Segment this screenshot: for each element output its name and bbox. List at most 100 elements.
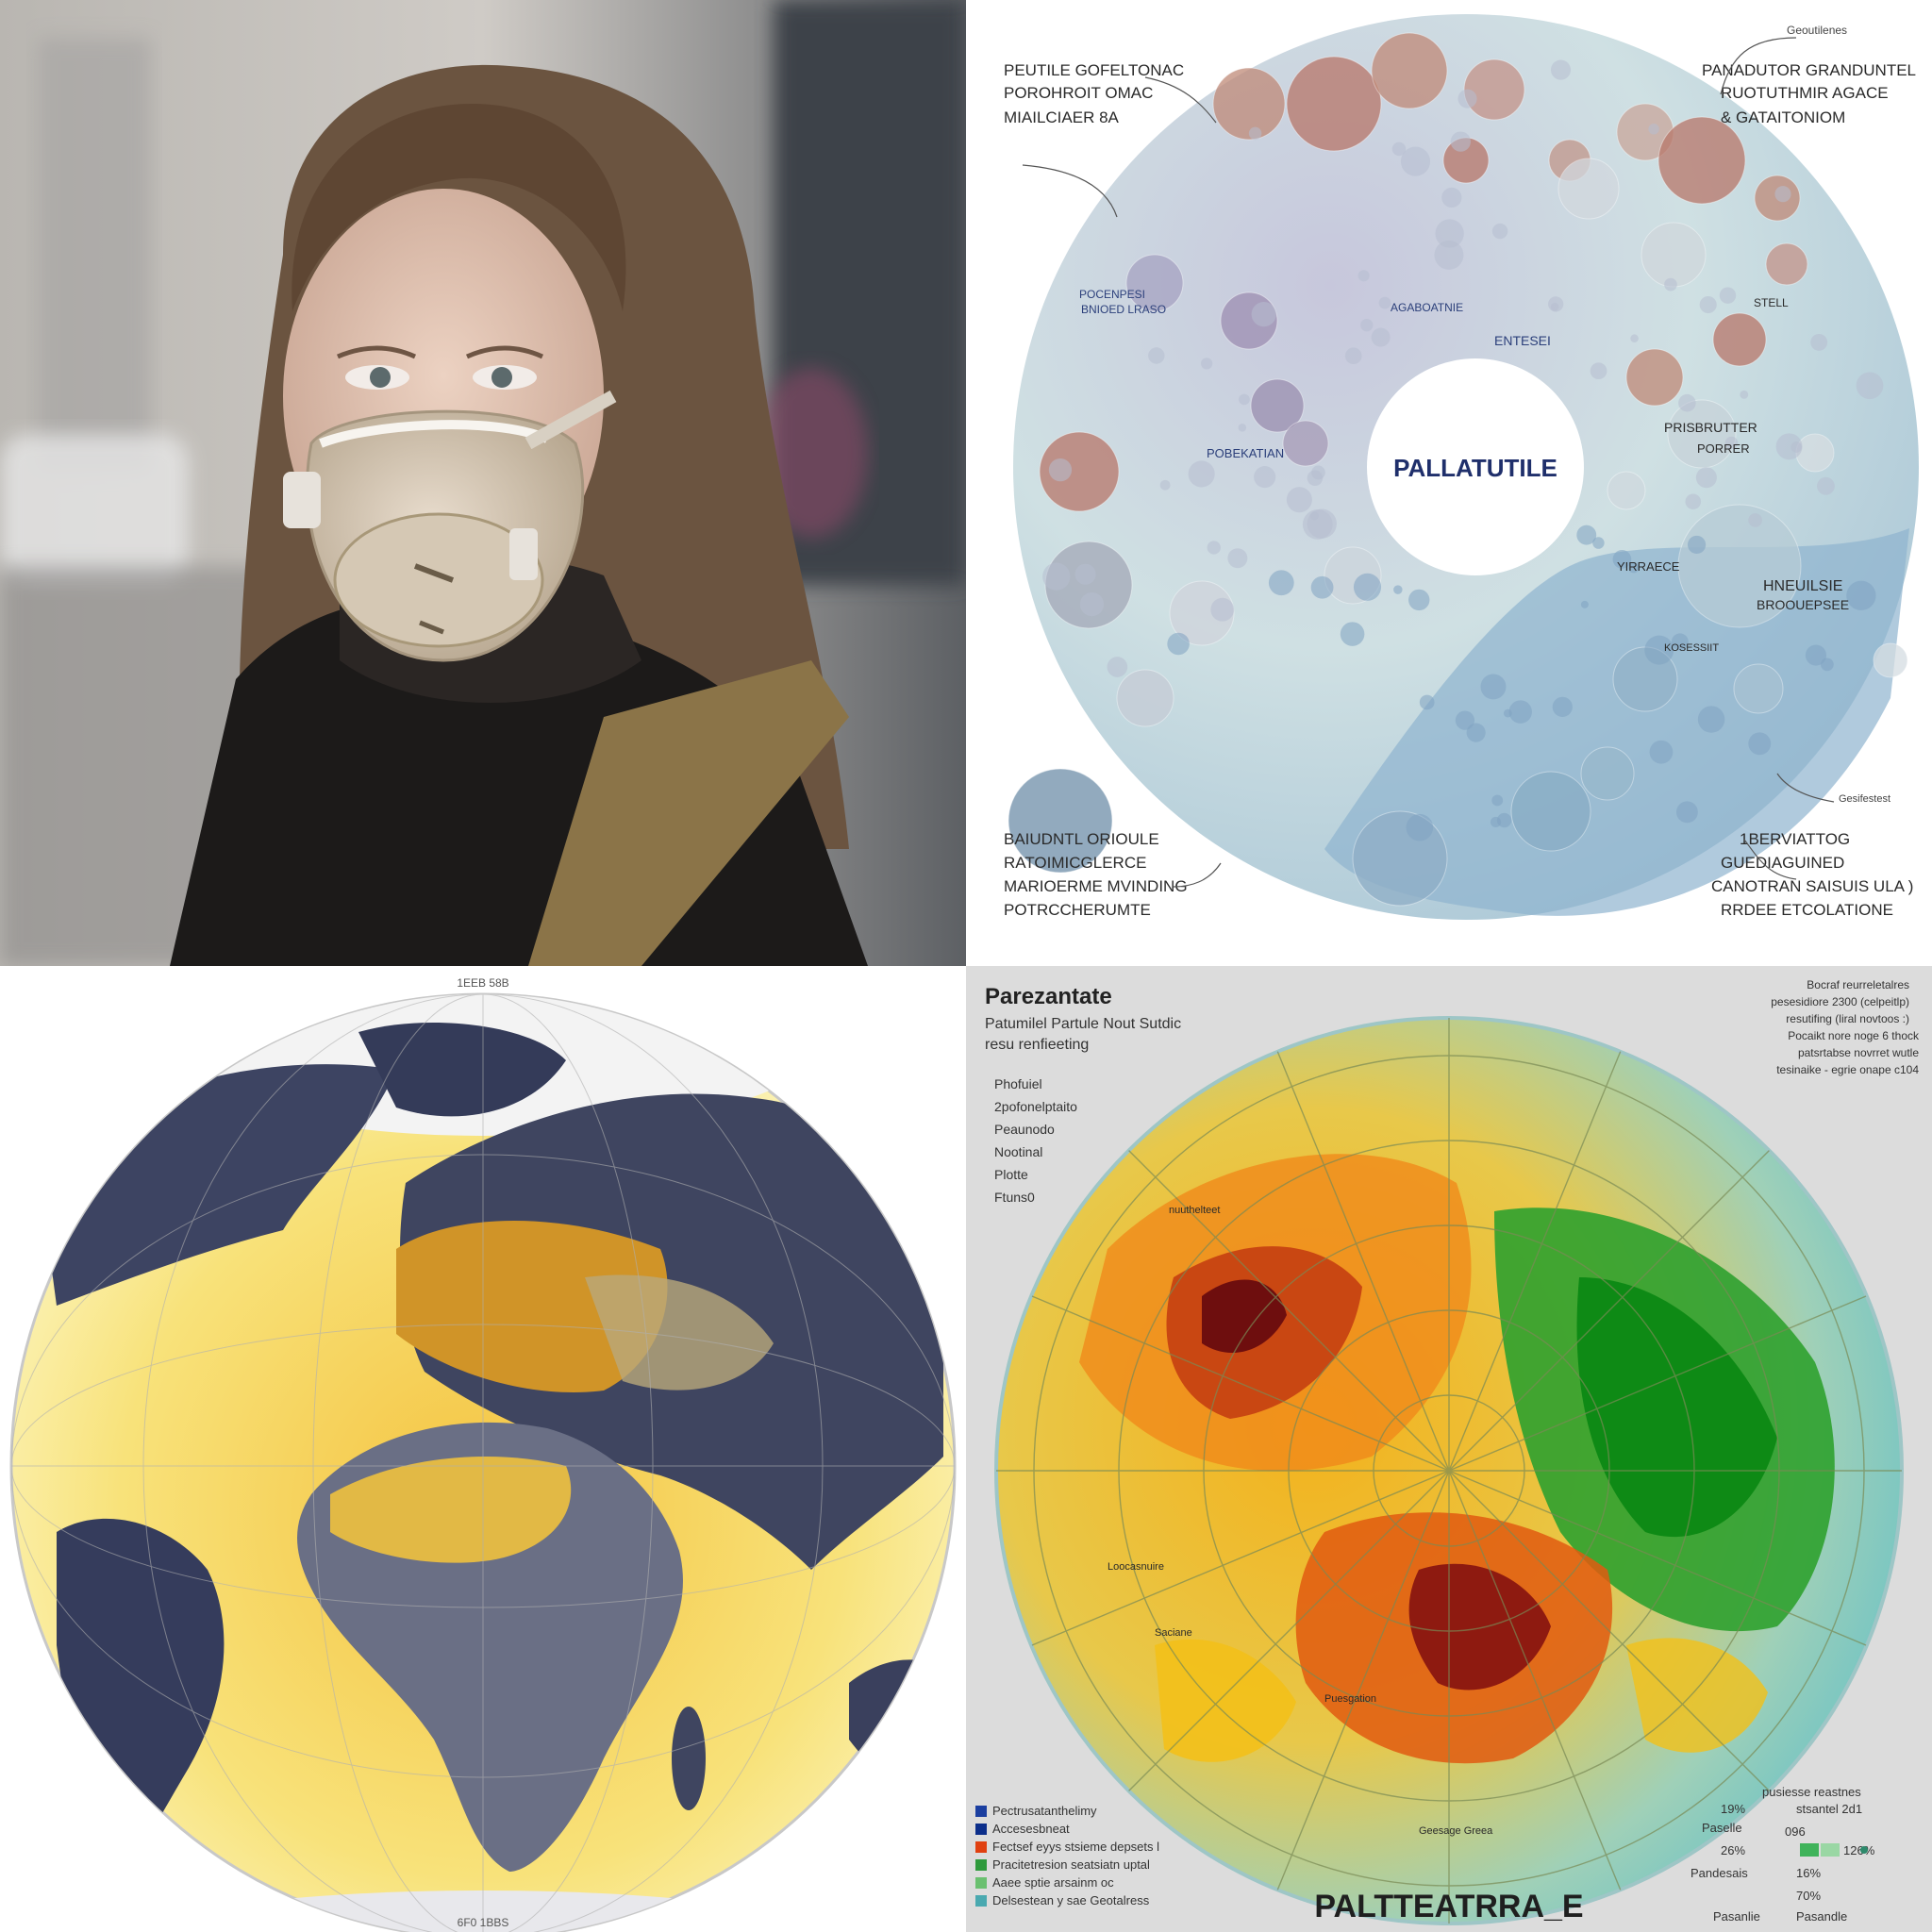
inner-label-porerer: PORRER xyxy=(1697,441,1750,456)
small-bubble xyxy=(1695,467,1717,489)
polar-map: Parezantate Patumilel Partule Nout Sutdi… xyxy=(966,966,1932,1932)
small-bubble xyxy=(1817,476,1835,495)
small-bubble xyxy=(1687,535,1707,555)
small-bubble xyxy=(1344,347,1362,365)
small-bubble xyxy=(1408,589,1430,611)
inner-label-hnewisle: HNEUILSIE xyxy=(1763,578,1842,594)
small-bubble xyxy=(1248,126,1262,141)
bubble xyxy=(1008,768,1113,874)
globe-bottom-label: 6F0 1BBS xyxy=(458,1916,509,1929)
bubble-infographic-panel: PALLATUTILE PEUTILE GOFELTONAC POROHROIT… xyxy=(966,0,1932,966)
bubble xyxy=(1733,663,1784,714)
small-bubble xyxy=(1167,632,1190,656)
small-bubble xyxy=(1644,635,1674,665)
label-top-right-small: Geoutilenes xyxy=(1787,24,1847,37)
small-bubble xyxy=(1630,334,1639,343)
small-bubble xyxy=(1580,600,1589,608)
polar-subtitle-1: Patumilel Partule Nout Sutdic xyxy=(985,1016,1181,1032)
inner-label-ynrarece: YIRRAECE xyxy=(1617,559,1680,574)
inner-label-kosesssit: KOSESSIIT xyxy=(1664,642,1719,654)
inner-label-bnioed: BNIOED LRASO xyxy=(1081,303,1166,316)
small-bubble xyxy=(1400,146,1431,176)
small-bubble xyxy=(1450,131,1471,152)
small-bubble xyxy=(1254,466,1276,489)
legend-label: Pracitetresion seatsiatn uptal xyxy=(992,1857,1150,1872)
left-list-item: Nootinal xyxy=(994,1144,1042,1159)
bubble xyxy=(1873,642,1908,678)
map-label: Loocasnuire xyxy=(1108,1561,1164,1573)
small-bubble xyxy=(1406,813,1434,841)
small-bubble xyxy=(1286,487,1312,513)
label-bottom-right-2: GUEDIAGUINED xyxy=(1721,854,1844,872)
bubble xyxy=(1657,116,1746,205)
top-right-note: pesesidiore 2300 (celpeitlp) xyxy=(1771,995,1909,1008)
label-bottom-left-3: MARIOERME MVINDING xyxy=(1004,877,1188,895)
bubble xyxy=(1282,420,1329,467)
small-bubble xyxy=(1340,622,1365,646)
map-label: Puesgation xyxy=(1324,1693,1376,1705)
top-right-note: Pocaikt nore noge 6 thock xyxy=(1788,1029,1920,1042)
small-bubble xyxy=(1391,142,1407,157)
masked-person-photo xyxy=(0,0,966,966)
bubble xyxy=(1039,431,1120,512)
stats-swatch-2 xyxy=(1821,1843,1840,1857)
small-bubble xyxy=(1491,223,1508,240)
small-bubble xyxy=(1466,723,1486,742)
stats-value: 70% xyxy=(1796,1889,1821,1903)
small-bubble xyxy=(1353,573,1382,601)
small-bubble xyxy=(1201,358,1213,370)
photo-panel xyxy=(0,0,966,966)
map-label: Saciane xyxy=(1155,1627,1192,1639)
stats-mid-value: 126% xyxy=(1843,1843,1875,1857)
polar-map-panel: Parezantate Patumilel Partule Nout Sutdi… xyxy=(966,966,1932,1932)
top-right-note: Bocraf reurreletalres xyxy=(1807,978,1909,991)
small-bubble xyxy=(1268,570,1294,596)
legend-swatch xyxy=(975,1824,987,1835)
small-bubble xyxy=(1856,372,1884,400)
bubble xyxy=(1286,56,1382,152)
small-bubble xyxy=(1846,580,1876,610)
stats-label: Paselle xyxy=(1702,1821,1742,1835)
bubble xyxy=(1169,580,1235,646)
globe-panel: 1EEB 58B xyxy=(0,966,966,1932)
small-bubble xyxy=(1048,458,1073,482)
stats-label: Pasandle xyxy=(1796,1909,1847,1924)
inner-label-pobekatian: POBEKATIAN xyxy=(1207,446,1284,460)
inner-label-prisbruter: PRISBRUTTER xyxy=(1664,420,1757,435)
small-bubble xyxy=(1590,362,1607,380)
bubble xyxy=(1580,746,1635,801)
stats-value: 26% xyxy=(1721,1843,1745,1857)
small-bubble xyxy=(1371,327,1391,347)
small-bubble xyxy=(1357,270,1370,282)
small-bubble xyxy=(1664,277,1677,291)
label-bottom-right-1: 1BERVIATTOG xyxy=(1740,830,1850,848)
small-bubble xyxy=(1360,318,1374,332)
legend-swatch xyxy=(975,1806,987,1817)
legend: Pectrusatanthelimy Accesesbneat Fectsef ey… xyxy=(975,1804,1159,1907)
stats-sub: stsantel 2d1 xyxy=(1796,1802,1862,1816)
stats-dot xyxy=(1860,1846,1868,1854)
label-bottom-left-1: BAIUDNTL ORIOULE xyxy=(1004,830,1159,848)
small-bubble xyxy=(1207,541,1221,555)
bubble xyxy=(1044,541,1133,629)
small-bubble xyxy=(1393,585,1403,594)
polar-footer: PALTTEATRRA_E xyxy=(1314,1889,1583,1924)
small-bubble xyxy=(1612,550,1632,569)
bubble xyxy=(1510,771,1591,852)
label-bottom-left-4: POTRCCHERUMTE xyxy=(1004,901,1151,919)
left-list-item: Plotte xyxy=(994,1167,1028,1182)
globe-map: 1EEB 58B xyxy=(9,976,957,1932)
bubble xyxy=(1212,67,1286,141)
legend-swatch xyxy=(975,1859,987,1871)
label-bottom-right-3: CANOTRAN SAISUIS ULA ) xyxy=(1711,877,1913,895)
small-bubble xyxy=(1457,89,1477,108)
small-bubble xyxy=(1307,508,1337,539)
small-bubble xyxy=(1251,302,1276,327)
small-bubble xyxy=(1648,124,1659,135)
small-bubble xyxy=(1592,537,1605,549)
label-bottom-right-4: RRDEE ETCOLATIONE xyxy=(1721,901,1893,919)
small-bubble xyxy=(1790,441,1803,453)
bubble xyxy=(1667,399,1737,469)
small-bubble xyxy=(1810,333,1828,351)
small-bubble xyxy=(1552,696,1573,717)
